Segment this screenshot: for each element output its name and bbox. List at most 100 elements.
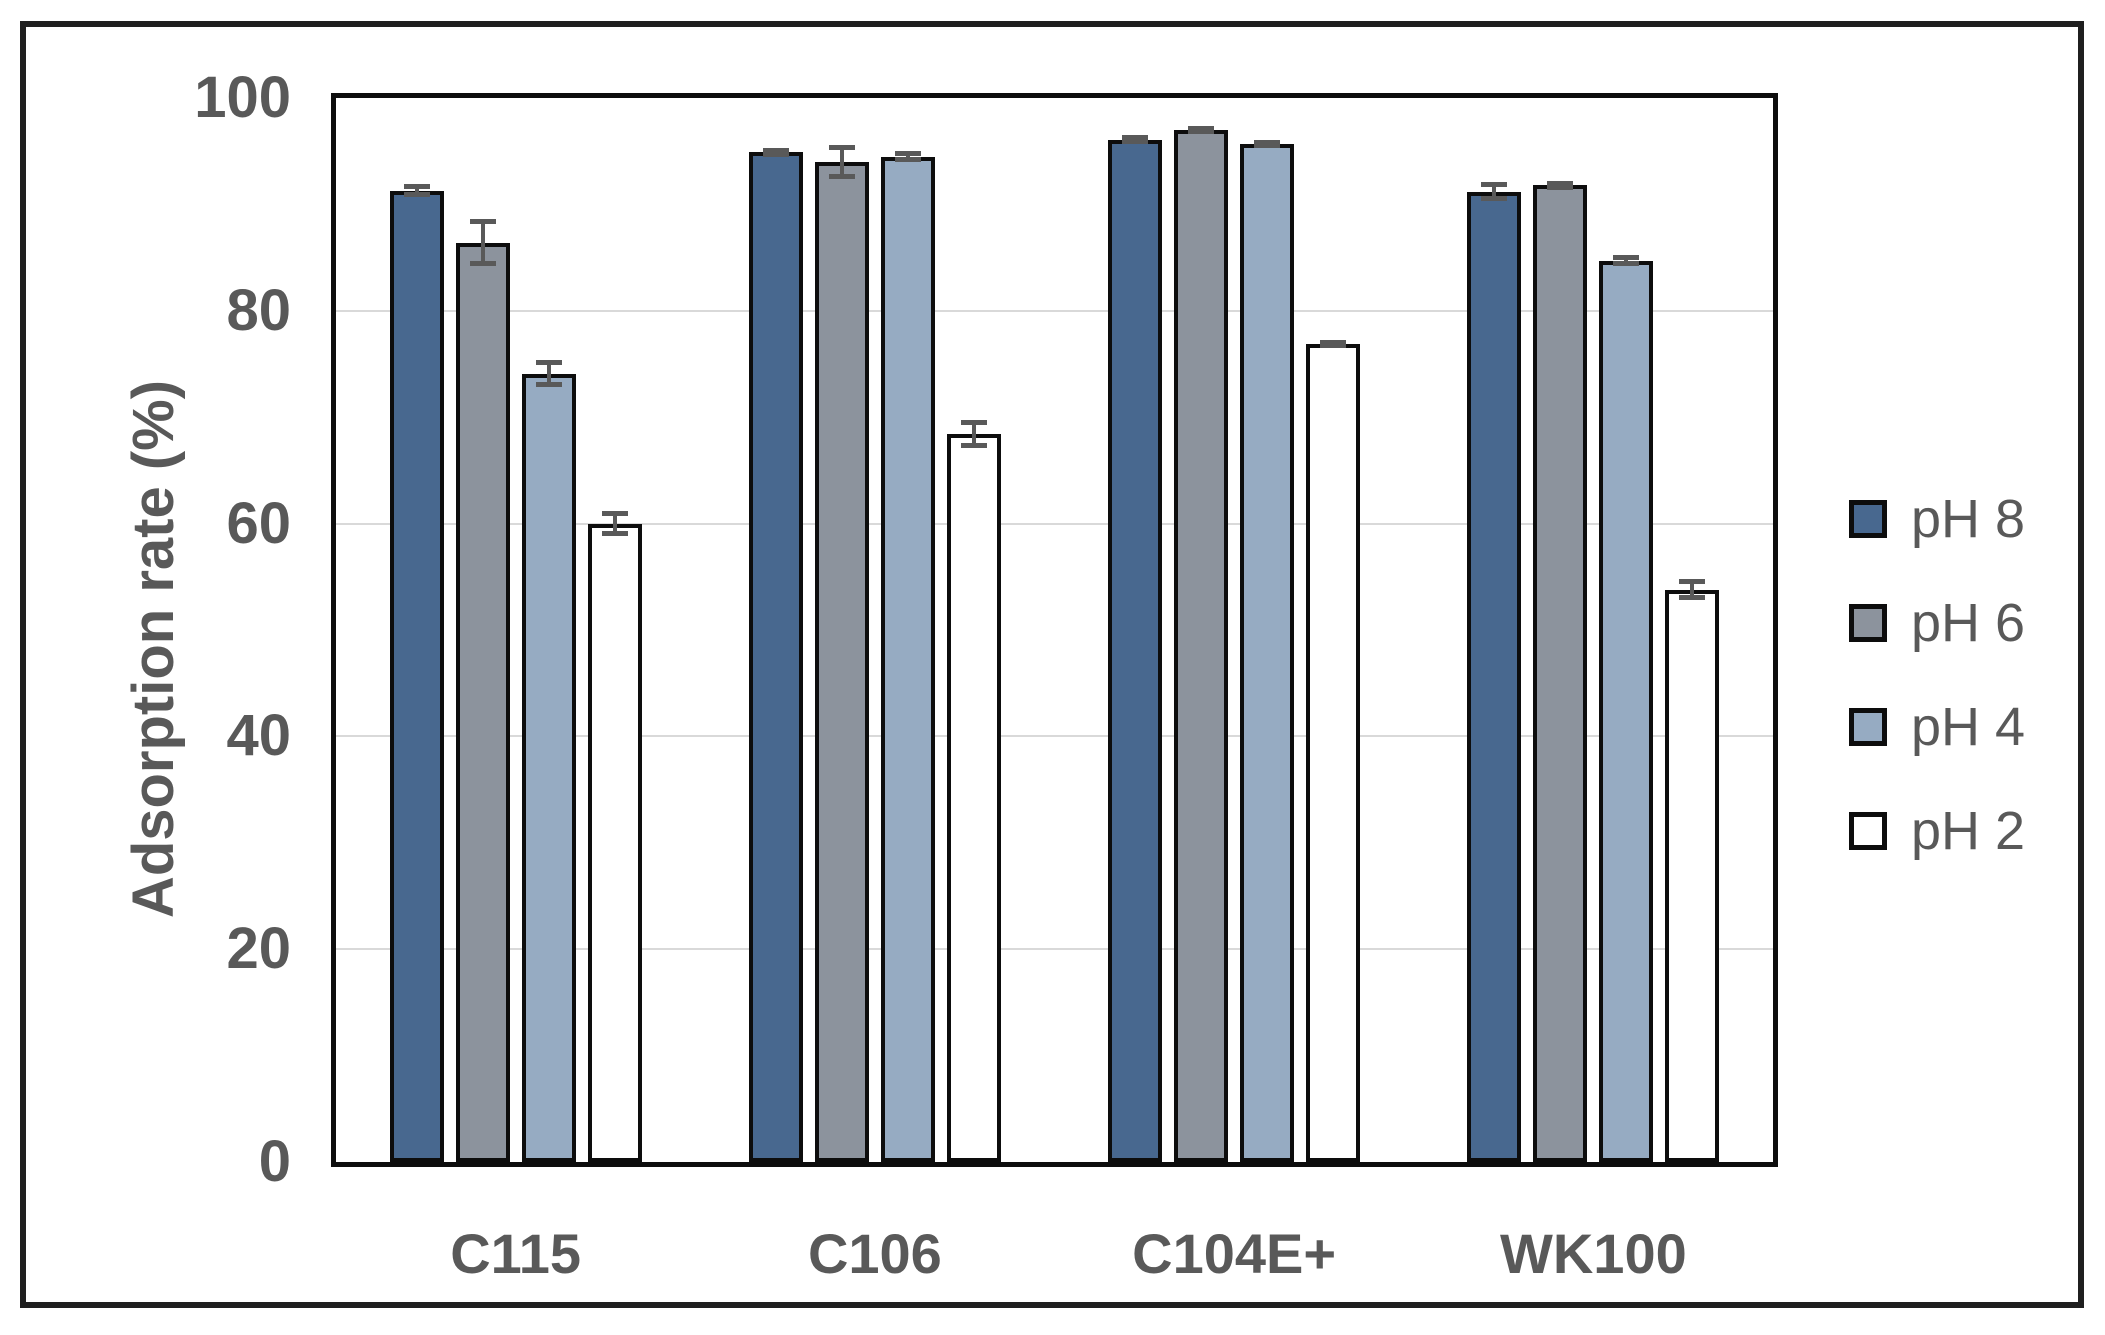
error-bar-cap [1679,595,1706,601]
bar-fill [521,373,576,1162]
legend-swatch-icon [1849,500,1887,538]
bar-fill [880,156,935,1162]
bar-fill [1533,185,1588,1162]
bar-fill [455,242,510,1162]
error-bar [1481,182,1508,202]
error-bar-cap [469,261,496,267]
gridline-y60 [336,522,1773,525]
error-bar-cap [1320,343,1347,349]
error-bar [1547,181,1574,190]
bar-fill [389,190,444,1162]
error-bar-stem [1690,578,1695,601]
plot-area [331,93,1778,1167]
category-label-C106: C106 [807,1222,942,1285]
bar-group-C115 [336,98,695,1162]
error-bar [1613,255,1640,267]
bar-fill [1306,343,1361,1162]
bar-WK100-pH6 [1533,181,1588,1162]
bar-fill [1665,589,1720,1162]
legend-item-pH8: pH 8 [1849,487,2025,551]
error-bar-stem [839,144,844,179]
error-bar-stem [905,151,910,162]
bar-fill [1467,191,1522,1162]
bar-groups-layer [336,98,1773,1162]
bar-WK100-pH4 [1599,255,1654,1162]
y-tick-label-100: 100 [194,65,291,130]
y-tick-label-80: 80 [226,277,291,343]
bar-group-WK100 [1414,98,1773,1162]
bar-C106-pH4 [880,151,935,1162]
error-bar-stem [1624,255,1629,267]
y-tick-label-60: 60 [226,490,291,556]
error-bar [1254,139,1281,149]
error-bar-cap [960,443,987,449]
bar-C115-pH2 [587,510,642,1162]
error-bar-stem [612,510,617,537]
error-bar-stem [546,359,551,388]
y-axis-title: Adsorption rate (%) [121,379,186,919]
error-bar-cap [1188,129,1215,135]
gridline-y40 [336,735,1773,738]
bar-C104E+-pH8 [1108,135,1163,1162]
error-bar [1188,125,1215,135]
bar-fill [814,161,869,1162]
figure-frame: Adsorption rate (%) 0 20 40 60 80 100 C115 C10… [20,21,2084,1308]
error-bar-cap [762,151,789,157]
error-bar [469,219,496,267]
y-tick-label-20: 20 [226,916,291,982]
error-bar-stem [971,420,976,449]
error-bar-cap [1122,138,1149,144]
bar-C104E+-pH4 [1240,139,1295,1162]
bar-group-C106 [695,98,1054,1162]
category-label-C115: C115 [450,1222,582,1285]
legend-label: pH 2 [1911,801,2026,861]
error-bar-cap [1254,143,1281,149]
error-bar [403,184,430,197]
error-bar-cap [601,531,628,537]
legend-item-pH6: pH 6 [1849,591,2025,655]
bar-C104E+-pH2 [1306,339,1361,1162]
legend-swatch-icon [1849,812,1887,850]
bar-fill [1174,129,1229,1162]
bar-C106-pH8 [748,148,803,1162]
error-bar [1122,135,1149,144]
bar-group-C104E+ [1055,98,1414,1162]
bar-fill [1108,139,1163,1162]
bar-WK100-pH8 [1467,182,1522,1162]
error-bar-cap [1481,196,1508,202]
error-bar [1679,578,1706,601]
bar-C106-pH2 [946,420,1001,1162]
bar-C106-pH6 [814,144,869,1162]
legend-label: pH 6 [1911,593,2026,653]
bar-C115-pH4 [521,359,576,1162]
bar-WK100-pH2 [1665,578,1720,1162]
error-bar [601,510,628,537]
error-bar-cap [1613,261,1640,267]
error-bar [828,144,855,179]
bar-C104E+-pH6 [1174,125,1229,1162]
error-bar-cap [828,173,855,179]
error-bar [762,148,789,157]
gridlines-layer [336,98,1773,1162]
bar-C115-pH8 [389,184,444,1162]
gridline-y80 [336,309,1773,312]
category-label-WK100: WK100 [1500,1222,1687,1285]
gridline-y20 [336,948,1773,951]
legend-label: pH 8 [1911,489,2026,549]
error-bar [535,359,562,388]
error-bar-stem [480,219,485,267]
error-bar-cap [403,191,430,197]
error-bar-cap [894,156,921,162]
error-bar [894,151,921,162]
bar-fill [1599,260,1654,1162]
bar-fill [748,152,803,1162]
bar-C115-pH6 [455,219,510,1162]
legend-label: pH 4 [1911,697,2026,757]
y-tick-label-0: 0 [258,1129,291,1194]
y-tick-label-40: 40 [226,703,291,769]
bar-fill [946,434,1001,1162]
category-label-C104E+: C104E+ [1132,1222,1337,1285]
error-bar [1320,339,1347,349]
bar-fill [587,523,642,1162]
error-bar-stem [1492,182,1497,202]
